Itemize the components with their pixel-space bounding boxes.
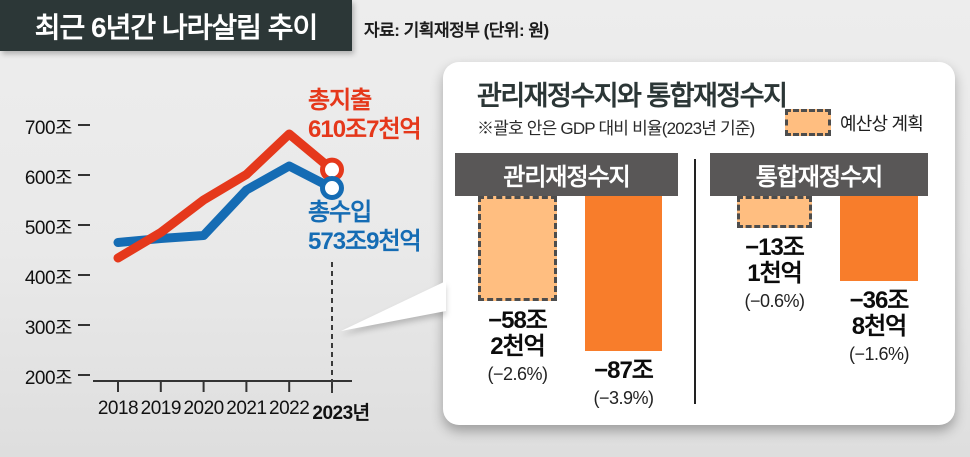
source-note: 자료: 기획재정부 (단위: 원) [364,21,549,40]
bar-value: 8천억 [851,313,908,340]
revenue-line [113,161,337,247]
bar-value: −36조 [849,287,910,314]
section-header-managed-balance: 관리재정수지 [455,153,678,196]
expenditure-value: 610조7천억 [308,116,422,143]
y-axis-tick-label: 300조 [24,318,73,339]
page-title: 최근 6년간 나라살림 추이 [0,0,352,51]
fiscal-balance-callout: 관리재정수지와 통합재정수지 ※괄호 안은 GDP 대비 비율(2023년 기준… [443,62,955,425]
bar-group-consolidated-actual: −36조 8천억 (−1.6%) [840,196,918,365]
managed-planned-bar [478,196,557,301]
managed-actual-bar [585,196,662,351]
expenditure-line [113,129,337,263]
bar-value: −87조 [594,357,654,384]
bar-gdp-ratio: (−1.6%) [848,344,910,364]
callout-title: 관리재정수지와 통합재정수지 [477,81,788,111]
expenditure-label: 총지출 [308,87,372,114]
y-axis-tick-label: 200조 [24,368,73,389]
bar-group-managed-planned: −58조 2천억 (−2.6%) [478,196,557,385]
bar-group-consolidated-planned: −13조 1천억 (−0.6%) [737,196,812,312]
section-divider [694,159,696,404]
bar-gdp-ratio: (−2.6%) [487,364,548,384]
y-axis-tick-label: 700조 [24,118,73,139]
y-axis-tick-label: 500조 [24,218,73,239]
section-header-consolidated-balance: 통합재정수지 [710,153,928,196]
x-axis-tick-label: 2021 [226,398,267,419]
bar-value: −58조 [488,307,548,334]
bar-gdp-ratio: (−3.9%) [593,388,654,408]
planned-swatch-icon [785,109,831,136]
revenue-end-marker [320,176,344,201]
revenue-label: 총수입 [308,199,372,226]
y-axis-tick-label: 600조 [24,168,73,189]
bar-gdp-ratio: (−0.6%) [744,291,805,311]
x-axis-tick-label: 2020 [183,398,224,419]
revenue-value: 573조9천억 [308,228,422,255]
callout-note: ※괄호 안은 GDP 대비 비율(2023년 기준) [477,119,755,138]
consolidated-planned-bar [737,196,812,228]
x-axis-tick-label: 2019 [140,398,182,419]
revenue-annotation: 총수입 573조9천억 [308,198,422,256]
bar-group-managed-actual: −87조 (−3.9%) [585,196,662,409]
bar-value: 2천억 [490,333,546,360]
y-axis-tick-label: 400조 [24,268,73,289]
x-axis-tick-label: 2018 [97,398,139,419]
legend-label: 예산상 계획 [840,113,924,134]
expenditure-annotation: 총지출 610조7천억 [308,86,422,144]
bar-value: −13조 [745,234,805,261]
bar-value: 1천억 [747,260,803,287]
x-axis-tick-label: 2023년 [312,403,370,424]
consolidated-actual-bar [840,196,918,281]
legend: 예산상 계획 [785,109,924,136]
x-axis-tick-label: 2022 [269,398,310,419]
